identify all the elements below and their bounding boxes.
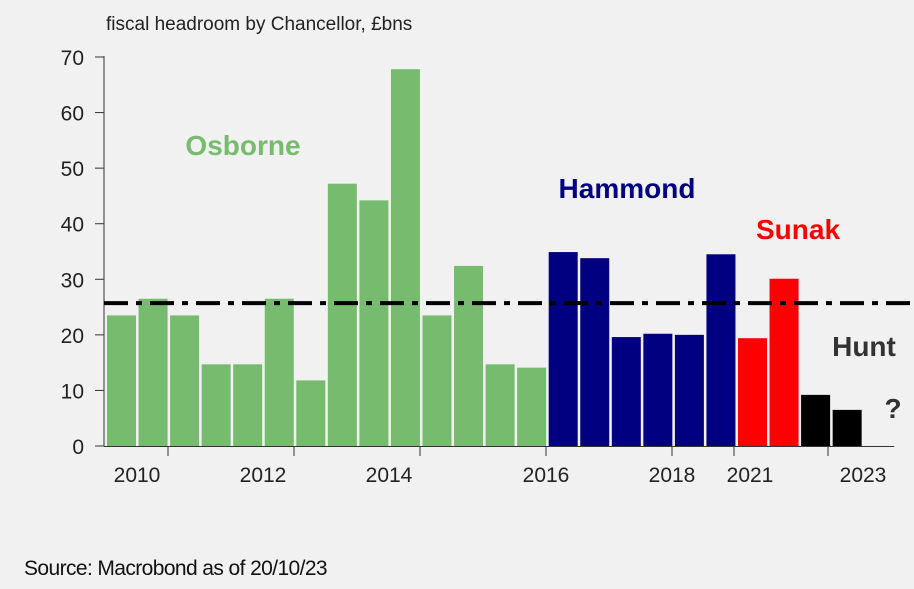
x-tick-label: 2010 bbox=[114, 464, 161, 487]
y-tick-label: 60 bbox=[61, 103, 84, 126]
bar-hammond bbox=[706, 254, 736, 446]
x-tick-label: 2012 bbox=[240, 464, 287, 487]
source-note: Source: Macrobond as of 20/10/23 bbox=[24, 557, 328, 580]
bar-sunak bbox=[738, 338, 767, 446]
x-tick-label: 2018 bbox=[649, 464, 696, 487]
x-tick-label: 2021 bbox=[727, 464, 774, 487]
bar-hammond bbox=[674, 334, 704, 446]
bar-osborne bbox=[296, 380, 326, 446]
y-tick-label: 30 bbox=[61, 269, 84, 292]
bar-hunt bbox=[801, 394, 831, 446]
annotation-question: ? bbox=[884, 393, 901, 424]
bar-osborne bbox=[454, 265, 484, 446]
bar-hammond bbox=[611, 337, 641, 446]
y-tick-label: 0 bbox=[72, 436, 84, 459]
bar-osborne bbox=[422, 315, 452, 446]
bar-osborne bbox=[201, 364, 231, 446]
annotation-hunt: Hunt bbox=[832, 331, 896, 362]
y-tick-label: 70 bbox=[61, 47, 84, 70]
annotation-hammond: Hammond bbox=[559, 173, 696, 204]
chart-title: fiscal headroom by Chancellor, £bns bbox=[106, 14, 413, 35]
bar-osborne bbox=[138, 298, 168, 446]
bar-osborne bbox=[359, 200, 389, 446]
bar-hammond bbox=[580, 258, 610, 446]
x-tick-label: 2016 bbox=[523, 464, 570, 487]
bar-hammond bbox=[643, 333, 673, 446]
x-tick-label: 2023 bbox=[840, 464, 887, 487]
annotation-osborne: Osborne bbox=[185, 130, 300, 161]
y-tick-label: 50 bbox=[61, 158, 84, 181]
bar-osborne bbox=[233, 364, 263, 446]
bar-osborne bbox=[390, 69, 420, 447]
bar-osborne bbox=[327, 183, 357, 446]
x-tick-label: 2014 bbox=[366, 464, 413, 487]
bar-osborne bbox=[485, 364, 515, 446]
bar-osborne bbox=[264, 298, 294, 446]
bar-osborne bbox=[170, 315, 200, 446]
bar-osborne bbox=[517, 367, 547, 446]
y-tick-label: 20 bbox=[61, 325, 84, 348]
bar-hunt bbox=[832, 409, 862, 446]
annotation-sunak: Sunak bbox=[756, 214, 840, 245]
bar-hammond bbox=[548, 252, 578, 446]
bar-sunak bbox=[769, 278, 799, 446]
bar-osborne bbox=[107, 315, 136, 446]
y-tick-label: 10 bbox=[61, 380, 84, 403]
y-tick-label: 40 bbox=[61, 214, 84, 237]
